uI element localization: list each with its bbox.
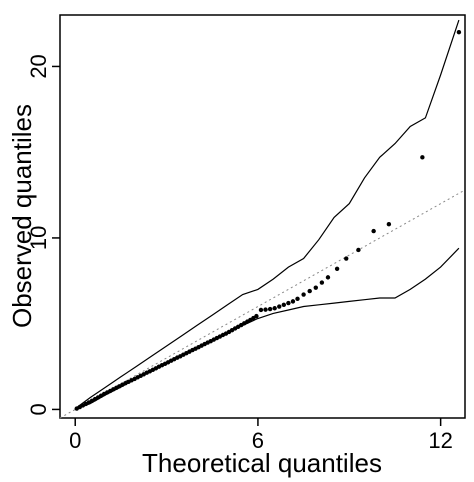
data-point <box>319 280 325 285</box>
data-point <box>313 285 318 290</box>
x-axis-ticks: 0 6 12 <box>69 418 453 453</box>
confidence-envelopes <box>74 19 460 410</box>
y-tick-label: 0 <box>26 403 51 415</box>
data-point <box>258 307 264 313</box>
data-point <box>356 247 361 253</box>
x-tick-label: 0 <box>69 428 81 453</box>
data-point <box>307 288 312 294</box>
plot-frame <box>59 14 466 419</box>
data-point <box>456 29 462 35</box>
data-point <box>272 306 277 311</box>
upper-envelope-line <box>74 19 460 410</box>
y-tick-label: 10 <box>26 226 51 250</box>
data-point <box>325 275 331 280</box>
x-axis-label: Theoretical quantiles <box>142 448 382 478</box>
data-point <box>334 266 340 272</box>
x-tick-label: 6 <box>252 428 264 453</box>
y-tick-label: 20 <box>26 54 51 78</box>
data-point <box>386 222 392 227</box>
data-point <box>267 306 273 312</box>
data-points <box>74 29 462 411</box>
data-point <box>281 302 287 308</box>
lower-envelope-line <box>74 247 460 410</box>
data-point <box>420 155 425 160</box>
data-point <box>301 292 306 297</box>
y-axis-ticks: 0 10 20 <box>26 54 60 416</box>
y-axis-label: Observed quantiles <box>7 104 37 328</box>
data-point <box>277 304 282 309</box>
data-point <box>290 299 296 304</box>
data-point <box>371 228 376 234</box>
x-tick-label: 12 <box>428 428 452 453</box>
data-point <box>286 300 291 306</box>
data-point <box>254 313 259 319</box>
data-point <box>344 256 349 261</box>
data-point <box>263 307 268 312</box>
data-point <box>295 296 300 302</box>
